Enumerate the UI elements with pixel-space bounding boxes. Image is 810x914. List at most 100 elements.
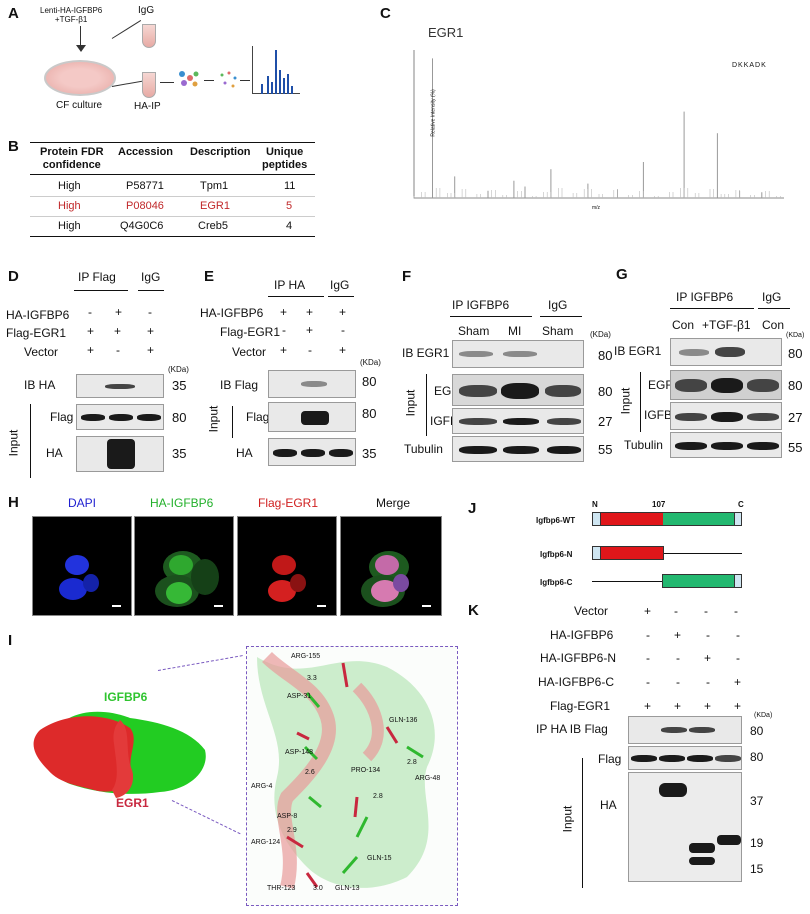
row-acc: Q4G0C6 <box>120 220 164 232</box>
egr1-surface-label: EGR1 <box>116 796 149 810</box>
blot-ip-ha-ib-flag <box>628 716 742 744</box>
panel-label-i: I <box>8 632 13 649</box>
igg-label: IgG <box>762 290 782 304</box>
panel-label-d: D <box>8 268 19 285</box>
blot-input-igfbp6 <box>670 402 782 430</box>
spectrum-axes <box>413 50 784 199</box>
row-label: HA-IGFBP6 <box>200 306 264 320</box>
sign: + <box>147 343 155 357</box>
construct-label: Igfbp6-N <box>540 550 573 559</box>
distance-label: 2.6 <box>305 769 315 776</box>
panel-label-h: H <box>8 494 19 511</box>
col-label: Con <box>762 318 785 332</box>
construct-wt <box>592 512 742 526</box>
zoom-line <box>171 800 241 835</box>
sign: + <box>306 323 314 337</box>
row-label: Flag-EGR1 <box>6 326 67 340</box>
sign: + <box>280 305 288 319</box>
residue-label: GLN-15 <box>367 855 392 862</box>
distance-label: 3.3 <box>307 675 317 682</box>
residue-label: ARG-155 <box>291 653 321 660</box>
sign: + <box>734 675 742 689</box>
protein-surface-model <box>20 700 230 800</box>
arrow-right <box>204 80 214 81</box>
ib-label: IB EGR1 <box>402 346 450 360</box>
input-row-label: Flag <box>50 410 74 424</box>
igg-label: IgG <box>141 270 161 284</box>
residue-label: PRO-134 <box>351 767 381 774</box>
igg-label: IgG <box>548 298 568 312</box>
panel-label-a: A <box>8 5 19 22</box>
sign: - <box>736 628 740 642</box>
sign: - <box>646 628 650 642</box>
residue-label: GLN-136 <box>389 717 418 724</box>
kda-label: (KDa) <box>360 358 381 367</box>
sign: + <box>339 343 347 357</box>
sign: - <box>88 305 92 319</box>
input-row-label: HA <box>236 446 253 460</box>
row-desc: Creb5 <box>198 220 228 232</box>
sign: + <box>280 343 288 357</box>
kda-value: 35 <box>362 446 377 461</box>
arrow-to-igg <box>111 20 142 39</box>
kda-label: (KDa) <box>754 712 773 719</box>
row-desc: Tpm1 <box>200 180 229 192</box>
blot-ib-flag <box>268 370 356 398</box>
zoom-line <box>157 655 243 671</box>
sign: - <box>736 651 740 665</box>
position-label: 107 <box>652 500 666 509</box>
panel-label-e: E <box>204 268 215 285</box>
sign: - <box>148 305 152 319</box>
tube-icon <box>142 24 156 48</box>
distance-label: 2.8 <box>373 793 383 800</box>
digested-peptides-icon <box>218 70 240 90</box>
ib-label: IP HA IB Flag <box>536 722 608 736</box>
kda-value: 80 <box>750 750 764 764</box>
row-pep: 11 <box>284 180 296 192</box>
sign: - <box>704 604 708 618</box>
blot-input-tubulin <box>670 432 782 458</box>
input-row-label: Tubulin <box>404 442 443 456</box>
input-label: Input <box>206 405 221 433</box>
sign: + <box>306 305 314 319</box>
col-label: Sham <box>542 324 574 338</box>
header-description: Description <box>190 146 251 158</box>
tube-icon <box>142 72 156 98</box>
kda-value: 55 <box>598 442 613 457</box>
blot-input-ha <box>268 438 356 466</box>
blot-ib-egr1 <box>670 338 782 366</box>
channel-label: HA-IGFBP6 <box>150 496 214 510</box>
row-label: Flag-EGR1 <box>550 699 611 713</box>
blot-input-egr1 <box>670 370 782 400</box>
row-pep: 5 <box>286 200 293 212</box>
blot-input-flag <box>268 402 356 432</box>
n-terminus-label: N <box>592 500 598 509</box>
sign: + <box>147 324 155 338</box>
ip-ha-label: IP HA <box>274 278 306 292</box>
blot-input-igfbp6 <box>452 408 584 434</box>
row-conf: High <box>58 180 81 192</box>
protein-cluster-icon <box>176 68 202 90</box>
igg-label: IgG <box>330 278 350 292</box>
construct-n <box>592 546 664 560</box>
kda-value: 80 <box>598 384 613 399</box>
sign: + <box>674 628 682 642</box>
header-fdr: Protein FDR confidence <box>40 146 104 171</box>
input-row-label: HA <box>600 798 617 812</box>
header-accession: Accession <box>118 146 174 158</box>
sign: - <box>341 323 345 337</box>
ip-igfbp6-label: IP IGFBP6 <box>452 298 510 312</box>
spectrum-title: EGR1 <box>428 25 464 40</box>
arrow-down <box>80 26 81 48</box>
sign: - <box>674 604 678 618</box>
input-row-label: HA <box>46 446 63 460</box>
panel-label-c: C <box>380 5 391 22</box>
residue-label: GLN-13 <box>335 885 360 892</box>
ip-igfbp6-label: IP IGFBP6 <box>676 290 734 304</box>
arrow-right <box>160 82 174 83</box>
sign: + <box>115 305 123 319</box>
row-desc: EGR1 <box>200 200 230 212</box>
residue-label: ARG-4 <box>251 783 273 790</box>
input-row-label: Flag <box>598 752 622 766</box>
igg-label: IgG <box>138 5 155 16</box>
